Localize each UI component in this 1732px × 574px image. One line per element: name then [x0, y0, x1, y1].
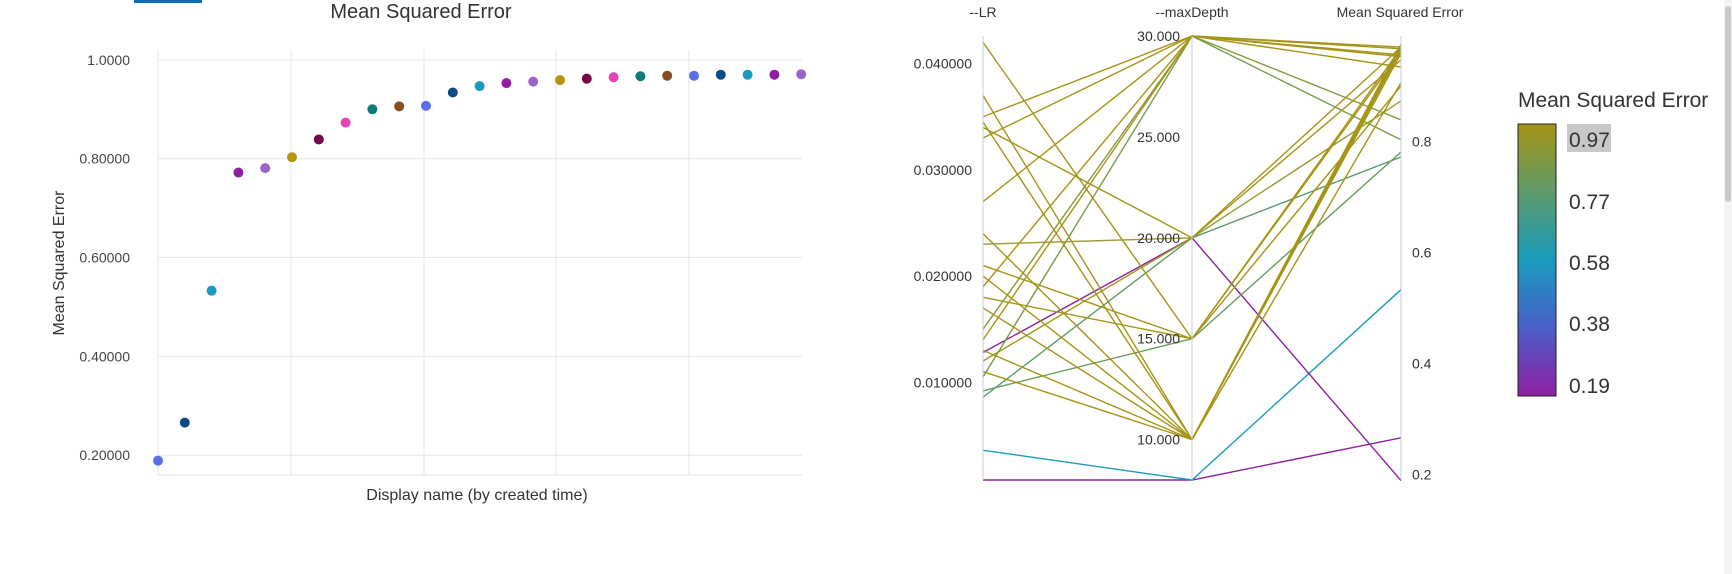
scatter-point[interactable] [528, 76, 539, 87]
parallel-tick-label: 10.000 [1137, 432, 1180, 448]
vertical-scrollbar[interactable] [1724, 0, 1732, 574]
scatter-point[interactable] [206, 285, 217, 296]
parallel-tick-label: 25.000 [1137, 129, 1180, 145]
parallel-coordinates-chart: --LR 0.010000 0.020000 0.030000 0.040000 --ma… [914, 4, 1464, 482]
legend-tick-label: 0.97 [1569, 129, 1610, 152]
scatter-chart: Mean Squared Error 0.20000 0.40000 0.60000… [51, 1, 807, 504]
legend-tick-label: 0.38 [1569, 313, 1610, 336]
scatter-point[interactable] [796, 69, 807, 80]
scatter-point[interactable] [421, 100, 431, 111]
parallel-tick-label: 0.4 [1412, 355, 1432, 371]
scatter-point[interactable] [153, 455, 163, 466]
parallel-tick-label: 0.8 [1412, 133, 1432, 149]
parallel-tick-label: 0.2 [1412, 466, 1432, 482]
scatter-y-tick-label: 0.20000 [79, 447, 130, 463]
scatter-point[interactable] [287, 152, 297, 163]
legend-tick-label: 0.58 [1569, 252, 1610, 275]
parallel-tick-label: 30.000 [1137, 28, 1180, 44]
scatter-point[interactable] [769, 69, 780, 80]
scatter-point[interactable] [179, 417, 190, 428]
parallel-axis-name: Mean Squared Error [1337, 4, 1464, 20]
scatter-point[interactable] [233, 167, 244, 178]
scatter-y-tick-label: 0.40000 [79, 348, 130, 364]
legend-color-bar [1517, 123, 1557, 397]
scatter-point[interactable] [260, 163, 271, 174]
parallel-axis-name: --maxDepth [1155, 4, 1228, 20]
scatter-point[interactable] [555, 75, 565, 86]
legend-tick-label: 0.19 [1569, 375, 1610, 398]
scatter-y-axis-title: Mean Squared Error [51, 190, 68, 336]
scrollbar-thumb[interactable] [1725, 6, 1731, 202]
scatter-point[interactable] [367, 104, 378, 115]
legend-ticks: 0.97 0.77 0.58 0.38 0.19 [1569, 129, 1610, 398]
scatter-y-tick-label: 1.0000 [87, 52, 130, 68]
color-legend: Mean Squared Error 0.97 0.77 0.58 0.38 0.19 [1517, 89, 1708, 398]
scatter-point[interactable] [742, 69, 753, 80]
scatter-point[interactable] [394, 101, 405, 112]
scatter-y-tick-label: 0.80000 [79, 151, 130, 167]
active-tab-indicator [134, 0, 202, 3]
parallel-tick-label: 0.010000 [914, 374, 973, 390]
scatter-point[interactable] [313, 134, 324, 145]
scatter-grid [157, 50, 802, 476]
parallel-tick-label: 0.6 [1412, 244, 1432, 260]
scatter-point[interactable] [501, 78, 512, 89]
scatter-title: Mean Squared Error [330, 1, 512, 23]
scatter-y-tick-label: 0.60000 [79, 250, 130, 266]
scatter-point[interactable] [662, 70, 673, 81]
parallel-axes: --LR 0.010000 0.020000 0.030000 0.040000 --ma… [914, 4, 1464, 482]
parallel-axis-name: --LR [969, 4, 996, 20]
parallel-tick-label: 0.040000 [914, 56, 973, 72]
scatter-x-axis-title: Display name (by created time) [366, 487, 587, 504]
scatter-point[interactable] [474, 81, 485, 92]
legend-title: Mean Squared Error [1518, 89, 1708, 112]
parallel-tick-label: 0.030000 [914, 162, 973, 178]
scatter-point[interactable] [635, 71, 646, 82]
scatter-points [153, 69, 807, 466]
legend-highlight [1567, 124, 1611, 152]
scatter-y-ticks: 0.20000 0.40000 0.60000 0.80000 1.0000 [79, 52, 130, 463]
scatter-point[interactable] [581, 73, 592, 84]
scatter-point[interactable] [715, 69, 726, 80]
scatter-point[interactable] [689, 70, 699, 81]
legend-tick-label: 0.77 [1569, 191, 1610, 214]
parallel-tick-label: 20.000 [1137, 230, 1180, 246]
scatter-point[interactable] [608, 72, 619, 83]
scatter-point[interactable] [340, 117, 351, 128]
parallel-tick-label: 0.020000 [914, 268, 973, 284]
parallel-tick-label: 15.000 [1137, 331, 1180, 347]
scatter-point[interactable] [447, 87, 458, 98]
